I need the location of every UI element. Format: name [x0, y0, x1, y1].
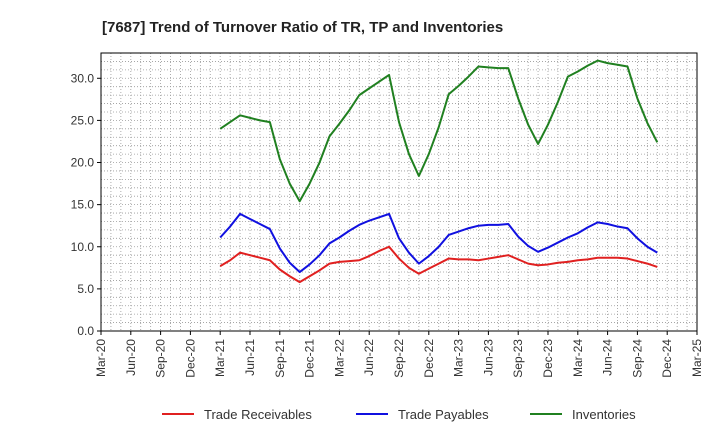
x-axis-ticks: Mar-20 Jun-20 Sep-20 Dec-20 Mar-21 Jun-21 Sep-… [94, 331, 704, 378]
x-tick-label: Mar-21 [213, 339, 227, 377]
legend: Trade Receivables Trade Payables Inventori… [162, 407, 636, 422]
series-line-inventories [219, 59, 659, 203]
series-line-trade-receivables [219, 245, 658, 284]
y-tick-label: 20.0 [71, 156, 95, 170]
x-tick-label: Jun-23 [481, 339, 495, 376]
x-tick-label: Sep-23 [511, 339, 525, 378]
chart-title: [7687] Trend of Turnover Ratio of TR, TP… [102, 19, 503, 36]
y-tick-label: 25.0 [71, 113, 95, 127]
legend-label-trade-receivables: Trade Receivables [204, 407, 312, 422]
x-tick-label: Jun-21 [243, 339, 257, 376]
x-tick-label: Sep-22 [392, 339, 406, 378]
y-tick-label: 0.0 [77, 324, 94, 338]
grid-lines [100, 52, 698, 332]
x-tick-label: Mar-20 [94, 339, 108, 377]
x-tick-label: Dec-23 [541, 339, 555, 378]
x-tick-label: Jun-20 [124, 339, 138, 376]
legend-label-inventories: Inventories [572, 407, 636, 422]
x-tick-label: Mar-23 [452, 339, 466, 377]
x-tick-label: Mar-25 [690, 339, 704, 377]
legend-label-trade-payables: Trade Payables [398, 407, 489, 422]
series-lines [219, 59, 659, 284]
y-tick-label: 5.0 [77, 282, 94, 296]
y-tick-label: 15.0 [71, 198, 95, 212]
series-line-trade-payables [219, 212, 658, 274]
x-tick-label: Sep-24 [630, 339, 644, 378]
x-tick-label: Sep-20 [154, 339, 168, 378]
y-tick-label: 10.0 [71, 240, 95, 254]
y-axis-ticks: 0.0 5.0 10.0 15.0 20.0 25.0 30.0 [71, 71, 101, 338]
x-tick-label: Mar-24 [571, 339, 585, 377]
x-tick-label: Mar-22 [332, 339, 346, 377]
x-tick-label: Dec-24 [660, 339, 674, 378]
x-tick-label: Dec-22 [422, 339, 436, 378]
x-tick-label: Jun-24 [601, 339, 615, 376]
x-tick-label: Sep-21 [273, 339, 287, 378]
x-tick-label: Jun-22 [362, 339, 376, 376]
x-tick-label: Dec-21 [303, 339, 317, 378]
y-tick-label: 30.0 [71, 71, 95, 85]
x-tick-label: Dec-20 [183, 339, 197, 378]
